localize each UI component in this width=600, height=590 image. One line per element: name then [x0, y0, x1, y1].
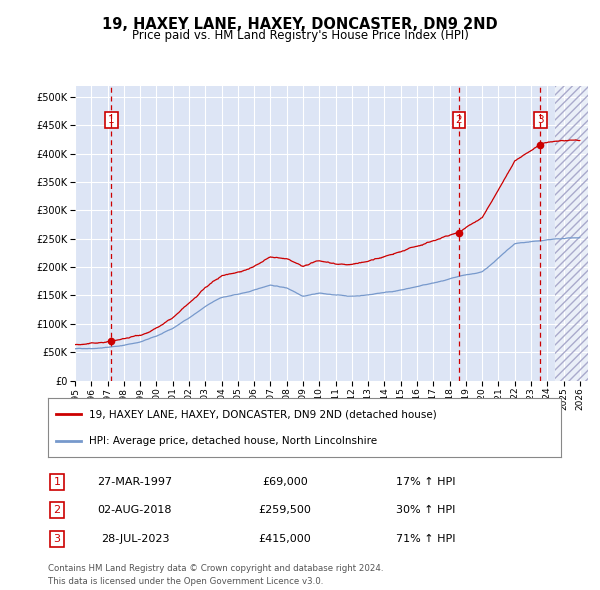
Text: £259,500: £259,500 — [259, 506, 311, 515]
Text: 3: 3 — [537, 114, 544, 124]
Text: This data is licensed under the Open Government Licence v3.0.: This data is licensed under the Open Gov… — [48, 577, 323, 586]
Text: 19, HAXEY LANE, HAXEY, DONCASTER, DN9 2ND (detached house): 19, HAXEY LANE, HAXEY, DONCASTER, DN9 2N… — [89, 409, 437, 419]
Text: 02-AUG-2018: 02-AUG-2018 — [98, 506, 172, 515]
Polygon shape — [556, 86, 588, 381]
Text: 1: 1 — [53, 477, 61, 487]
Text: £69,000: £69,000 — [262, 477, 308, 487]
Text: 17% ↑ HPI: 17% ↑ HPI — [396, 477, 455, 487]
Text: 28-JUL-2023: 28-JUL-2023 — [101, 534, 169, 543]
Text: Contains HM Land Registry data © Crown copyright and database right 2024.: Contains HM Land Registry data © Crown c… — [48, 564, 383, 573]
Text: 2: 2 — [53, 506, 61, 515]
Text: 2: 2 — [456, 114, 463, 124]
Text: Price paid vs. HM Land Registry's House Price Index (HPI): Price paid vs. HM Land Registry's House … — [131, 30, 469, 42]
Text: 27-MAR-1997: 27-MAR-1997 — [97, 477, 173, 487]
Text: 1: 1 — [108, 114, 115, 124]
Text: 30% ↑ HPI: 30% ↑ HPI — [396, 506, 455, 515]
Text: 3: 3 — [53, 534, 61, 543]
Text: £415,000: £415,000 — [259, 534, 311, 543]
Text: HPI: Average price, detached house, North Lincolnshire: HPI: Average price, detached house, Nort… — [89, 436, 377, 445]
Text: 71% ↑ HPI: 71% ↑ HPI — [396, 534, 455, 543]
Text: 19, HAXEY LANE, HAXEY, DONCASTER, DN9 2ND: 19, HAXEY LANE, HAXEY, DONCASTER, DN9 2N… — [102, 17, 498, 31]
